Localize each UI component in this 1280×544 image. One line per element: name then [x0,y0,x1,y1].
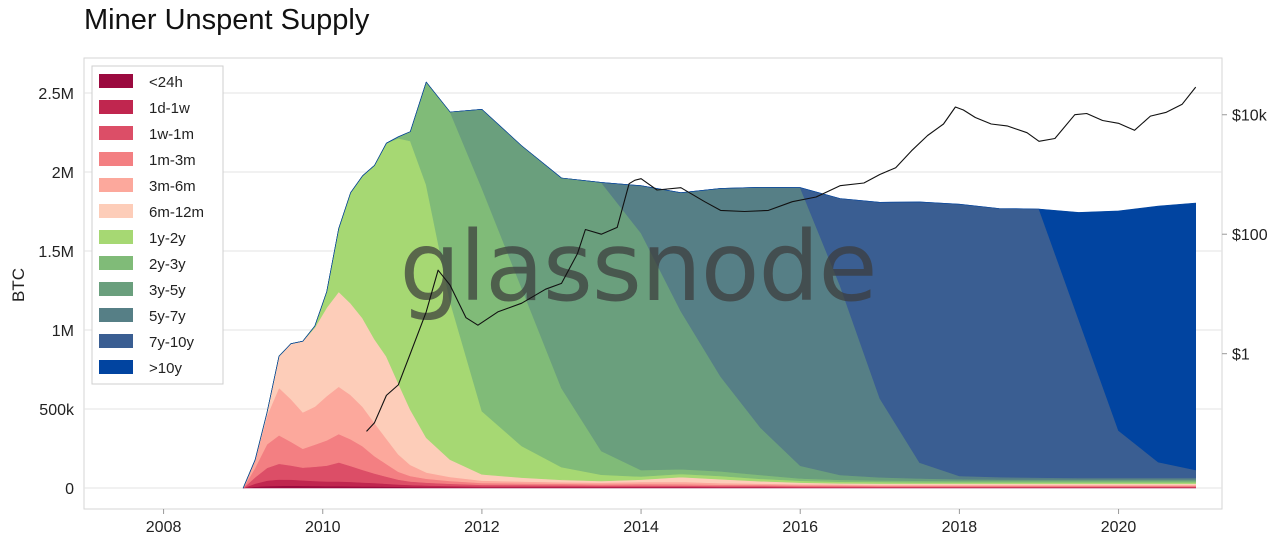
chart-title: Miner Unspent Supply [84,4,370,36]
y-tick-label: 1.5M [38,244,74,261]
legend-label: >10y [149,360,182,377]
legend-label: 1m-3m [149,152,196,169]
x-tick-label: 2016 [782,519,818,536]
legend-label: 5y-7y [149,308,186,325]
legend-label: 3y-5y [149,282,186,299]
price-tick-label: $100 [1232,227,1268,244]
y-tick-label: 2.5M [38,86,74,103]
legend-swatch [99,256,133,270]
y-tick-label: 2M [52,165,74,182]
legend-box [91,65,224,385]
legend-label: 1d-1w [149,100,190,117]
legend-swatch [99,204,133,218]
legend-label: 2y-3y [149,256,186,273]
legend-swatch [99,152,133,166]
price-tick-label: $10k [1232,108,1268,125]
price-tick-label: $1 [1232,347,1250,364]
price-line [366,86,1197,432]
legend-swatch [99,282,133,296]
legend-swatch [99,74,133,88]
price-layer [366,86,1197,432]
legend: <24h 1d-1w 1w-1m 1m-3m 3m-6m 6m-12m 1y-2y 2y-3y… [91,65,224,385]
y-axis-label: BTC [9,268,28,302]
legend-swatch [99,334,133,348]
legend-swatch [99,230,133,244]
x-tick-label: 2010 [305,519,341,536]
x-tick-label: 2012 [464,519,500,536]
legend-label: <24h [149,74,183,91]
legend-label: 6m-12m [149,204,204,221]
legend-swatch [99,308,133,322]
legend-swatch [99,178,133,192]
y-tick-label: 1M [52,323,74,340]
legend-swatch [99,360,133,374]
y-tick-label: 500k [39,402,75,419]
x-tick-label: 2018 [942,519,978,536]
y-tick-label: 0 [65,481,74,498]
legend-label: 3m-6m [149,178,196,195]
x-tick-label: 2008 [146,519,182,536]
area-layer [242,81,1196,489]
legend-swatch [99,126,133,140]
legend-label: 7y-10y [149,334,195,351]
plot-frame [83,57,1223,510]
legend-label: 1w-1m [149,126,194,143]
legend-label: 1y-2y [149,230,186,247]
x-tick-label: 2020 [1101,519,1137,536]
area-series-11 [242,81,1196,489]
legend-swatch [99,100,133,114]
axis-layer: 0 500k 1M 1.5M 2M 2.5M 2008 2010 2012 2014 2016 201… [38,86,1267,536]
x-tick-label: 2014 [623,519,659,536]
watermark: glassnode [399,211,876,323]
